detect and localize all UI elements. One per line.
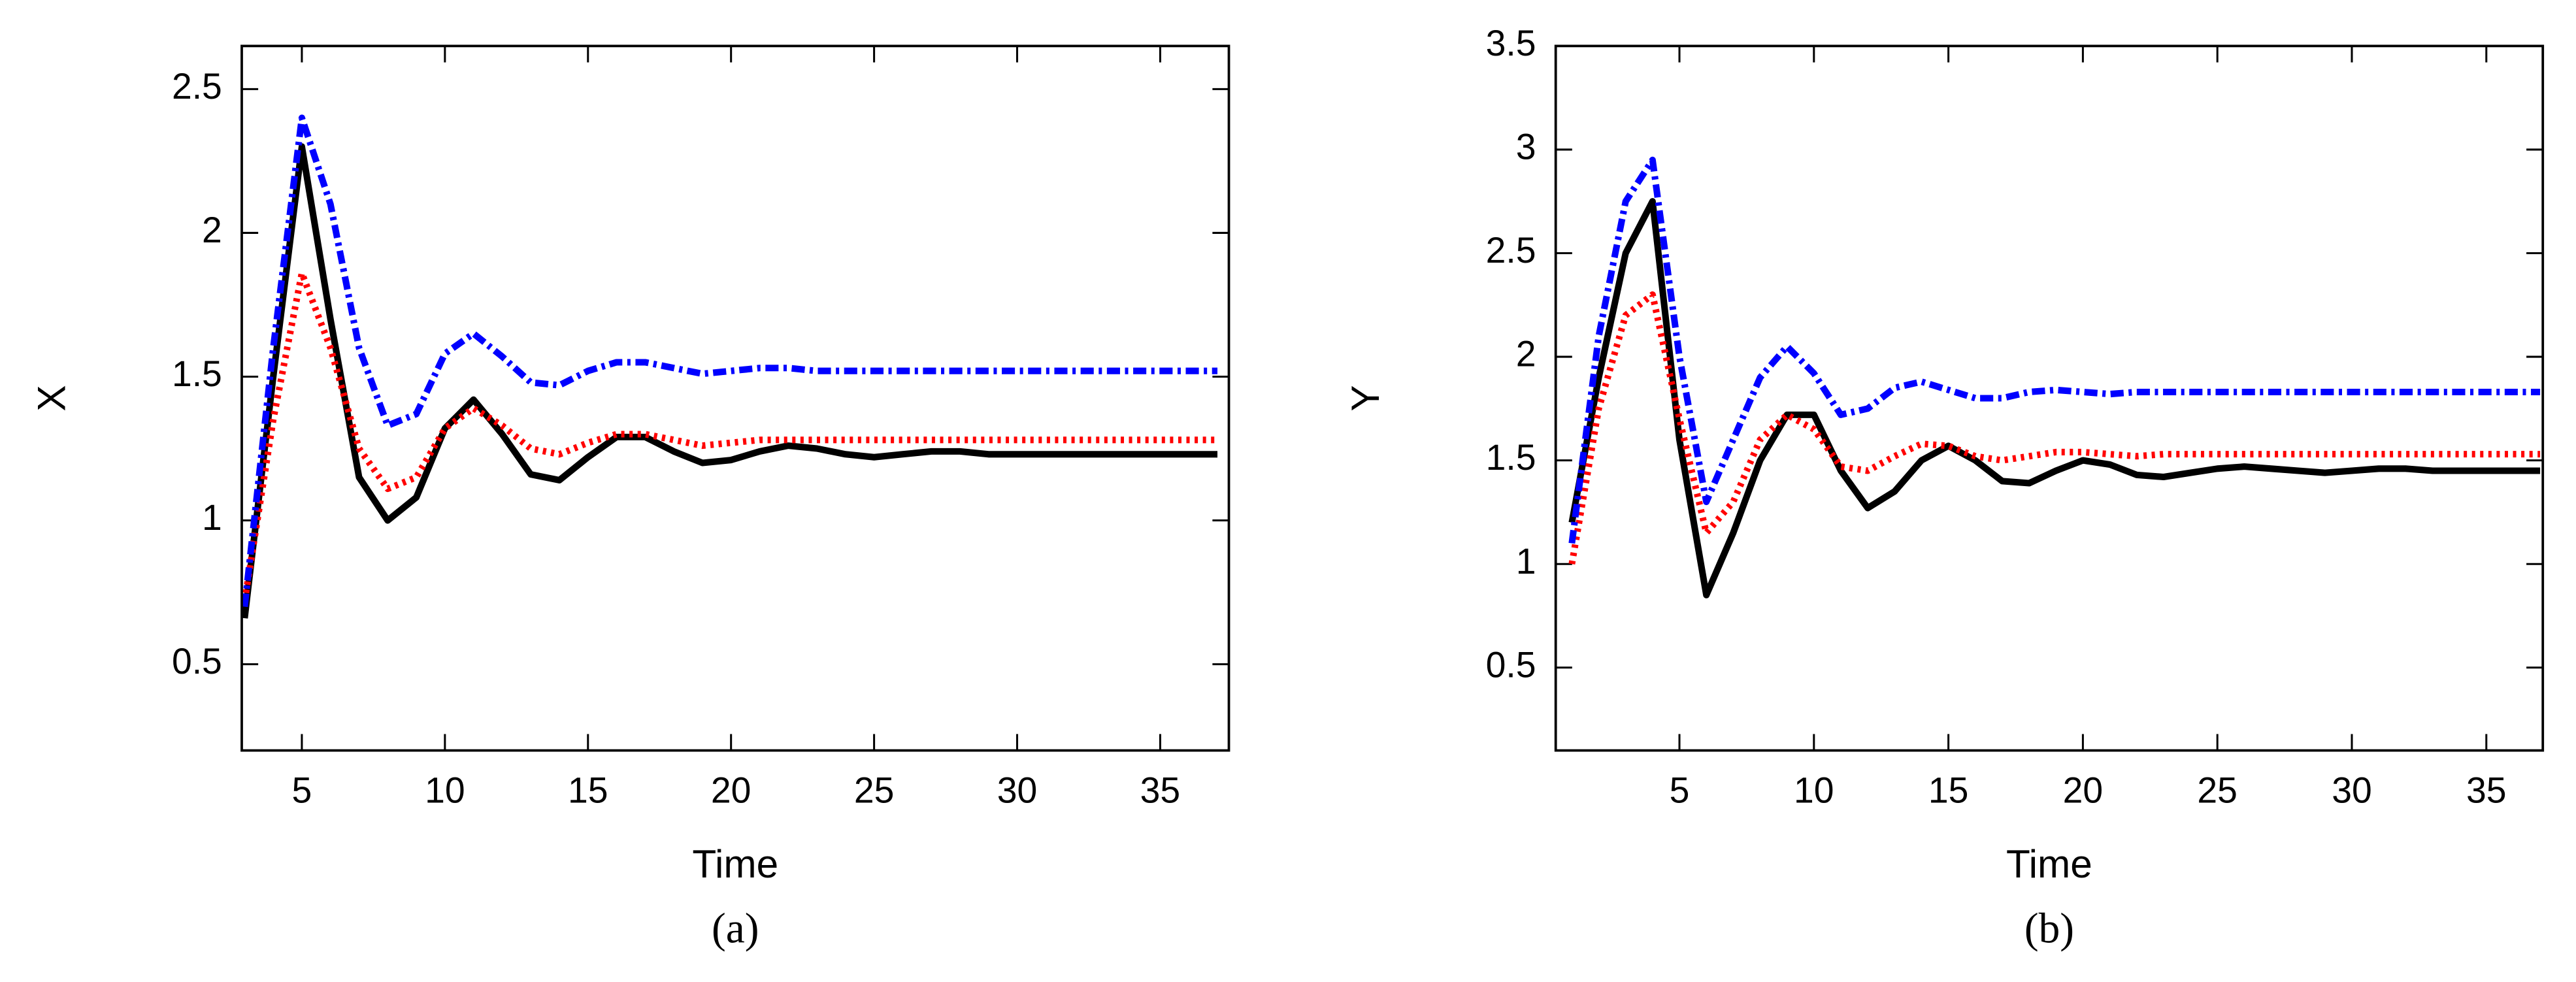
plot-frame [1554, 44, 2545, 752]
y-tick-label: 2 [202, 210, 222, 250]
y-tick-label: 3.5 [1486, 23, 1536, 63]
x-tick-label: 25 [2197, 770, 2237, 811]
x-axis-label: Time [2006, 842, 2092, 886]
x-tick-label: 10 [425, 770, 465, 811]
y-tick-label: 2.5 [1486, 230, 1536, 270]
y-tick-label: 1.5 [172, 353, 222, 394]
y-tick-label: 3 [1516, 127, 1536, 167]
y-tick-label: 0.5 [172, 641, 222, 681]
x-tick-label: 20 [711, 770, 751, 811]
x-tick-label: 20 [2063, 770, 2104, 811]
x-tick-label: 10 [1794, 770, 1834, 811]
plot-frame [240, 44, 1230, 752]
x-tick-label: 15 [568, 770, 608, 811]
y-tick-label: 2.5 [172, 66, 222, 106]
caption: (b) [2024, 906, 2074, 953]
series-line [241, 114, 1218, 608]
x-tick-label: 30 [2332, 770, 2372, 811]
caption: (a) [712, 906, 759, 953]
x-tick-label: 35 [2466, 770, 2507, 811]
x-tick-label: 25 [854, 770, 895, 811]
series-line [1568, 291, 2541, 565]
series-line [1568, 198, 2541, 598]
series-line [241, 143, 1218, 619]
series-line [241, 270, 1218, 602]
y-axis-label: Y [1343, 385, 1387, 411]
y-tick-label: 2 [1516, 334, 1536, 374]
x-tick-label: 5 [292, 770, 312, 811]
y-tick-label: 1.5 [1486, 437, 1536, 478]
x-tick-label: 30 [997, 770, 1037, 811]
y-tick-label: 1 [202, 497, 222, 538]
series-line [1568, 156, 2541, 544]
y-tick-label: 1 [1516, 541, 1536, 581]
x-tick-label: 15 [1928, 770, 1969, 811]
y-axis-label: X [29, 385, 73, 411]
x-tick-label: 5 [1670, 770, 1690, 811]
x-tick-label: 35 [1140, 770, 1181, 811]
y-tick-label: 0.5 [1486, 644, 1536, 685]
x-axis-label: Time [692, 842, 778, 886]
